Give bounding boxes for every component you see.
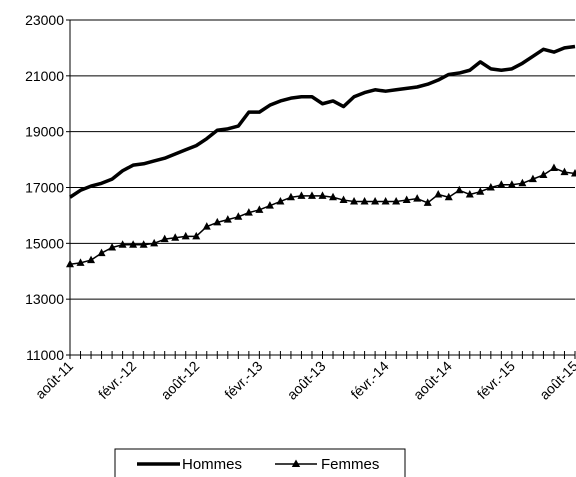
data-point-femmes [139, 240, 148, 248]
series-group [66, 44, 576, 268]
data-point-femmes [108, 243, 117, 251]
data-point-femmes [234, 212, 243, 220]
data-point-femmes [329, 192, 338, 201]
data-point-femmes [255, 205, 264, 213]
x-tick-label: févr.-14 [347, 358, 391, 402]
data-point-femmes [97, 248, 106, 257]
y-tick-label: 17000 [25, 180, 64, 196]
data-point-femmes [286, 192, 295, 201]
y-tick-label: 21000 [25, 68, 64, 84]
data-point-femmes [213, 217, 222, 226]
legend: Hommes Femmes [114, 448, 406, 477]
x-tick-label: févr.-13 [221, 358, 265, 402]
data-point-femmes [150, 238, 159, 247]
data-point-femmes [339, 195, 348, 204]
y-tick-label: 13000 [25, 291, 64, 307]
series-line-femmes [69, 167, 576, 266]
data-point-femmes [560, 167, 569, 176]
data-point-femmes [297, 191, 306, 199]
data-point-femmes [307, 191, 316, 199]
data-point-femmes [549, 163, 558, 171]
data-point-femmes [66, 259, 74, 268]
legend-marker-femmes [291, 459, 301, 467]
data-point-femmes [465, 189, 474, 198]
legend-label-hommes: Hommes [182, 456, 242, 473]
data-point-femmes [392, 196, 401, 205]
data-point-femmes [360, 196, 369, 205]
data-point-femmes [171, 233, 180, 241]
data-point-femmes [434, 189, 443, 198]
data-point-femmes [518, 178, 527, 187]
data-point-femmes [318, 191, 327, 199]
data-point-femmes [539, 170, 548, 178]
gridlines [70, 19, 575, 300]
data-point-femmes [497, 180, 506, 188]
y-tick-label: 11000 [26, 347, 64, 363]
legend-label-femmes: Femmes [321, 456, 379, 473]
x-axis: août-11 févr.-12 août-12 févr.-13 août-13 fév… [32, 351, 576, 403]
x-tick-label: août-11 [32, 358, 76, 402]
y-tick-label: 19000 [25, 124, 64, 140]
data-point-femmes [76, 258, 85, 266]
data-point-femmes [507, 180, 516, 188]
data-point-femmes [371, 196, 380, 205]
x-tick-label: août-13 [284, 358, 329, 403]
data-point-femmes [528, 174, 537, 183]
series-line-hommes [69, 44, 576, 199]
data-point-femmes [129, 240, 138, 248]
data-point-femmes [202, 222, 211, 230]
data-point-femmes [402, 195, 411, 204]
data-point-femmes [192, 231, 201, 240]
x-tick-label: août-12 [157, 358, 202, 403]
data-point-femmes [444, 192, 453, 201]
data-point-femmes [413, 194, 422, 202]
y-tick-label: 23000 [25, 12, 64, 28]
data-point-femmes [118, 240, 127, 248]
data-point-femmes [160, 234, 169, 243]
data-point-femmes [476, 187, 485, 195]
data-point-femmes [350, 196, 359, 205]
x-tick-label: août-15 [536, 358, 576, 403]
data-point-femmes [181, 231, 190, 240]
data-point-femmes [486, 183, 495, 191]
y-tick-label: 15000 [25, 235, 64, 251]
legend-box [114, 448, 406, 477]
data-point-femmes [381, 196, 390, 205]
x-tick-label: févr.-15 [474, 358, 518, 402]
data-point-femmes [571, 169, 576, 177]
data-point-femmes [423, 198, 432, 206]
data-point-femmes [223, 215, 232, 223]
data-point-femmes [276, 196, 285, 205]
data-point-femmes [455, 185, 464, 194]
data-point-femmes [244, 208, 253, 216]
y-axis: 11000 13000 15000 17000 19000 21000 23000 [25, 12, 71, 363]
data-point-femmes [87, 255, 96, 264]
data-point-femmes [265, 201, 274, 209]
x-tick-label: août-14 [410, 358, 455, 403]
x-tick-label: févr.-12 [95, 358, 139, 402]
